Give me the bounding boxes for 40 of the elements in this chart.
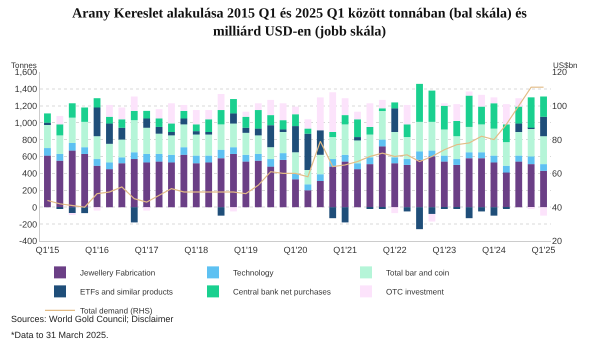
y-tick-label: 1,000: [14, 118, 38, 128]
text: *Data to 31 March 2025.: [11, 330, 109, 340]
source-note: Sources: World Gold Council; Disclaimer: [11, 314, 174, 324]
legend-label: Technology: [233, 268, 274, 278]
x-tick-label: Q1'24: [482, 244, 506, 255]
x-tick-label: Q1'23: [432, 244, 456, 255]
x-tick-label: Q1'15: [36, 244, 60, 255]
legend-label: Total demand (RHS): [80, 306, 153, 316]
y-tick-label: 1,400: [14, 84, 38, 94]
y2-tick-label: 40: [552, 202, 562, 212]
y-tick-label: 800: [22, 134, 38, 145]
legend-label: ETFs and similar products: [80, 288, 173, 297]
legend-label: Total bar and coin: [386, 268, 450, 278]
x-tick-label: Q1'25: [532, 244, 556, 255]
x-tick-label: Q1'20: [284, 244, 308, 255]
x-tick-label: Q1'16: [85, 244, 109, 255]
y-tick-label: -200: [19, 219, 38, 230]
y-tick-label: 200: [22, 185, 38, 196]
y-tick-label: -400: [19, 236, 38, 246]
x-tick-label: Q1'18: [184, 244, 208, 255]
y-tick-label: 0: [32, 202, 38, 212]
legend-label: OTC investment: [386, 288, 445, 297]
y-tick-label: 1,200: [14, 100, 38, 111]
y2-tick-label: 20: [552, 236, 562, 246]
y2-tick-label: 80: [552, 134, 562, 145]
y-axis-title: Tonnes: [11, 61, 37, 70]
y2-tick-label: 100: [552, 100, 568, 111]
legend-label: Central bank net purchases: [233, 288, 331, 297]
legend-label: Jewellery Fabrication: [80, 268, 156, 278]
chart-title: Arany Kereslet alakulása 2015 Q1 és 2025 Q1 között tonnában (bal skála) és milliárd USD-en (jobb skála): [72, 6, 528, 40]
y-tick-label: 1,600: [14, 67, 38, 78]
x-tick-label: Q1'21: [333, 244, 357, 255]
y2-tick-label: 120: [552, 67, 568, 78]
y2-axis-title: US$bn: [553, 61, 578, 70]
y-tick-label: 600: [22, 152, 38, 162]
x-tick-label: Q1'19: [234, 244, 258, 255]
y-tick-label: 400: [22, 168, 38, 179]
x-tick-label: Q1'22: [382, 244, 407, 255]
y2-tick-label: 60: [552, 168, 562, 179]
x-tick-label: Q1'17: [134, 244, 159, 255]
